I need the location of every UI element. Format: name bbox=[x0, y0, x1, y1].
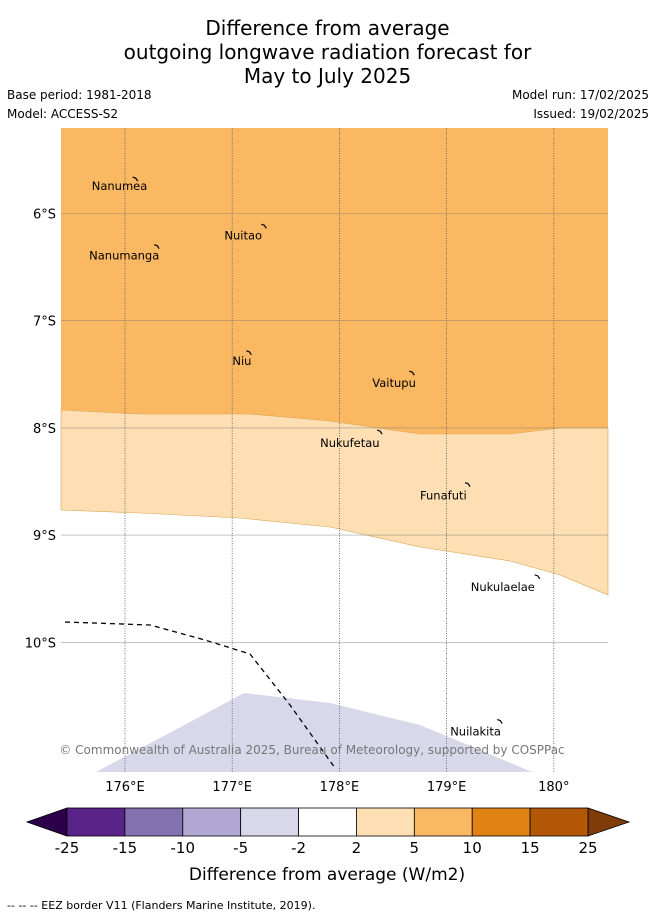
island-shape bbox=[261, 223, 267, 229]
colorbar-swatch bbox=[298, 807, 357, 837]
model-name: Model: ACCESS-S2 bbox=[7, 107, 119, 121]
lat-tick-label: 8°S bbox=[33, 422, 56, 437]
island-shape bbox=[409, 370, 415, 376]
island-label: Nanumea bbox=[92, 179, 148, 193]
island-shape bbox=[153, 244, 160, 249]
colorbar-tick-label: 2 bbox=[352, 839, 362, 857]
colorbar-swatch bbox=[413, 807, 473, 837]
colorbar-tick-label: -25 bbox=[55, 839, 80, 857]
lon-tick-label: 178°E bbox=[320, 780, 360, 795]
copyright-notice: © Commonwealth of Australia 2025, Bureau… bbox=[59, 743, 564, 757]
island-label: Nuilakita bbox=[450, 725, 501, 739]
title-line-2: outgoing longwave radiation forecast for bbox=[123, 40, 532, 64]
island-label: Nukulaelae bbox=[471, 580, 535, 594]
anomaly-region-5-10 bbox=[61, 128, 608, 434]
colorbar-swatch bbox=[182, 807, 242, 837]
island-shape bbox=[132, 176, 139, 182]
lon-tick-label: 179°E bbox=[427, 780, 467, 795]
model-run: Model run: 17/02/2025 bbox=[511, 88, 649, 102]
lat-tick-label: 6°S bbox=[33, 208, 56, 223]
gridlines bbox=[61, 128, 608, 772]
eez-border-line bbox=[64, 621, 336, 769]
island-shape bbox=[376, 429, 383, 435]
island-shape bbox=[534, 574, 541, 580]
lat-tick-label: 9°S bbox=[33, 529, 56, 544]
island-shape bbox=[464, 482, 471, 487]
island-label: Nanumanga bbox=[89, 249, 159, 263]
lat-tick-label: 7°S bbox=[33, 315, 56, 330]
map-panel: Nanumea Nuitao Nanumanga Niu Vaitupu Nukufeta… bbox=[59, 128, 609, 772]
colorbar-label: Difference from average (W/m2) bbox=[189, 865, 465, 885]
title-line-1: Difference from average bbox=[205, 16, 450, 40]
colorbar-tick-label: -5 bbox=[233, 839, 248, 857]
anomaly-region-2-5 bbox=[60, 409, 609, 596]
colorbar-swatch bbox=[66, 807, 126, 837]
colorbar-swatch bbox=[356, 807, 415, 837]
island-shape bbox=[497, 718, 503, 724]
latitude-axis: 6°S 7°S 8°S 9°S 10°S bbox=[25, 208, 56, 652]
colorbar-over-arrow bbox=[587, 807, 631, 837]
island-label: Funafuti bbox=[420, 489, 467, 503]
eez-legend-note: -- -- -- EEZ border V11 (Flanders Marine… bbox=[7, 899, 316, 912]
colorbar: -25 -15 -10 -5 -2 2 5 10 15 25 bbox=[25, 807, 631, 857]
base-period: Base period: 1981-2018 bbox=[7, 88, 152, 102]
lon-tick-label: 180° bbox=[538, 780, 569, 795]
lon-tick-label: 176°E bbox=[105, 780, 145, 795]
place-markers: Nanumea Nuitao Nanumanga Niu Vaitupu Nukufeta… bbox=[89, 176, 541, 739]
chart-title: Difference from average outgoing longwav… bbox=[0, 16, 655, 88]
island-label: Nuitao bbox=[224, 228, 262, 242]
island-label: Nukufetau bbox=[320, 436, 379, 450]
colorbar-swatch bbox=[529, 807, 589, 837]
colorbar-swatch bbox=[471, 807, 531, 837]
lat-tick-label: 10°S bbox=[25, 636, 56, 651]
title-line-3: May to July 2025 bbox=[243, 64, 412, 88]
colorbar-tick-label: 15 bbox=[521, 839, 540, 857]
issued-date: Issued: 19/02/2025 bbox=[533, 107, 649, 121]
colorbar-tick-label: 5 bbox=[410, 839, 420, 857]
colorbar-tick-label: -10 bbox=[171, 839, 196, 857]
island-label: Niu bbox=[232, 354, 251, 368]
colorbar-tick-label: -2 bbox=[291, 839, 306, 857]
island-label: Vaitupu bbox=[372, 376, 416, 390]
colorbar-tick-label: 25 bbox=[578, 839, 597, 857]
colorbar-tick-label: 10 bbox=[463, 839, 482, 857]
anomaly-region-minus5-minus2 bbox=[96, 693, 532, 772]
longitude-axis: 176°E 177°E 178°E 179°E 180° bbox=[105, 780, 569, 795]
colorbar-swatch bbox=[240, 807, 299, 837]
colorbar-swatch bbox=[124, 807, 184, 837]
colorbar-under-arrow bbox=[25, 807, 68, 837]
colorbar-tick-label: -15 bbox=[113, 839, 138, 857]
lon-tick-label: 177°E bbox=[212, 780, 252, 795]
island-shape bbox=[246, 350, 252, 356]
